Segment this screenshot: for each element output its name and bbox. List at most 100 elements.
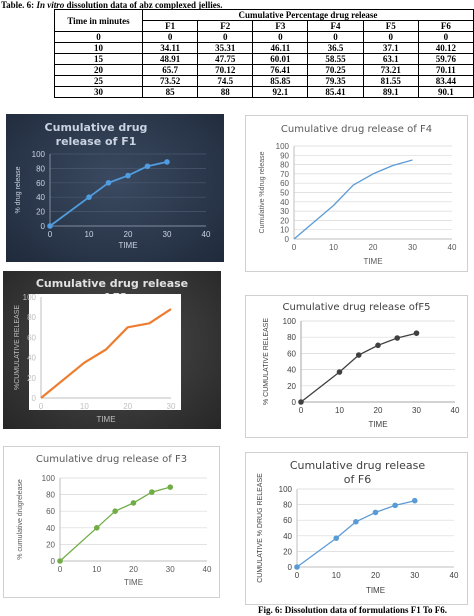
table-cell: 0 — [197, 31, 254, 43]
x-tick-label: 0 — [58, 565, 63, 574]
y-tick-label: 80 — [36, 164, 45, 173]
y-tick-label: 40 — [46, 524, 55, 533]
series-line — [293, 159, 413, 240]
table-header-row: Time in minutes Cumulative Percentage dr… — [54, 9, 474, 32]
y-tick-label: 0 — [41, 222, 46, 231]
x-tick-label: 30 — [408, 243, 417, 252]
y-tick-label: 50 — [280, 189, 289, 198]
x-tick-label: 20 — [123, 402, 132, 411]
table-cell: 73.21 — [362, 64, 419, 76]
y-tick-label: 100 — [276, 142, 290, 151]
x-tick-label: 30 — [410, 571, 419, 580]
x-tick-label: 20 — [369, 243, 378, 252]
y-tick-label: 40 — [27, 354, 36, 363]
chart-f5: Cumulative drug release ofF5 0 20 40 60 80 10… — [245, 295, 468, 438]
y-tick-label: 80 — [46, 491, 55, 500]
table-cell: 74.5 — [197, 75, 254, 87]
y-tick-label: 20 — [280, 216, 289, 225]
time-header: Time in minutes — [54, 9, 143, 32]
data-point — [372, 509, 379, 516]
y-tick-label: 80 — [280, 161, 289, 170]
y-tick-label: 100 — [42, 474, 56, 483]
column-header: F5 — [362, 20, 419, 32]
table-cell: 36.5 — [307, 42, 364, 54]
table-cell: 60.01 — [252, 53, 309, 65]
y-tick-label: 20 — [287, 382, 296, 391]
table-cell: 59.76 — [417, 53, 474, 65]
y-tick-label: 100 — [279, 485, 293, 494]
data-point — [112, 508, 118, 514]
table-cell: 30 — [54, 86, 143, 98]
x-axis-title: TIME — [368, 420, 387, 429]
series-line — [296, 500, 415, 568]
y-tick-label: 10 — [280, 226, 289, 235]
series-line — [59, 486, 171, 562]
x-tick-label: 40 — [448, 243, 457, 252]
table-cell: 15 — [54, 53, 143, 65]
chart-title: Cumulative drug release of F1 — [44, 121, 148, 148]
column-header: F3 — [252, 20, 309, 32]
x-tick-label: 30 — [412, 406, 421, 415]
chart-title: Cumulative drug release ofF5 — [282, 302, 431, 313]
y-tick-label: 0 — [288, 563, 293, 572]
table-cell: 0 — [307, 31, 364, 43]
x-tick-label: 20 — [129, 565, 138, 574]
y-tick-label: 20 — [283, 547, 292, 556]
chart-f4: Cumulative drug release of F4 0 10 20 30 40 5… — [245, 115, 468, 272]
x-tick-label: 30 — [166, 565, 175, 574]
table-cell: 0 — [417, 31, 474, 43]
data-point — [294, 564, 300, 570]
table-cell: 70.25 — [307, 64, 364, 76]
data-point — [86, 194, 92, 200]
data-point — [164, 159, 170, 165]
x-tick-label: 10 — [335, 406, 344, 415]
y-tick-label: 90 — [280, 151, 289, 160]
data-point — [149, 489, 155, 495]
series-line — [49, 161, 168, 227]
y-tick-label: 60 — [36, 179, 45, 188]
table-cell: 92.1 — [252, 86, 309, 98]
y-tick-label: 80 — [283, 501, 292, 510]
y-tick-label: 20 — [36, 208, 45, 217]
data-point — [298, 399, 304, 405]
y-tick-label: 80 — [27, 313, 36, 322]
table-cell: 46.11 — [252, 42, 309, 54]
data-point — [47, 223, 53, 229]
y-tick-label: 100 — [283, 317, 297, 326]
x-tick-label: 10 — [92, 565, 101, 574]
table-cell: 40.12 — [417, 42, 474, 54]
x-tick-label: 40 — [203, 565, 212, 574]
y-tick-label: 70 — [280, 170, 289, 179]
y-tick-label: 100 — [23, 293, 37, 302]
y-tick-label: 0 — [285, 235, 290, 244]
data-point — [144, 163, 151, 170]
x-tick-label: 20 — [371, 571, 380, 580]
y-tick-label: 40 — [280, 198, 289, 207]
data-point — [355, 352, 362, 358]
table-cell: 85.41 — [307, 86, 364, 98]
data-point — [392, 502, 398, 509]
table-cell: 20 — [54, 64, 143, 76]
y-tick-label: 30 — [280, 207, 289, 216]
x-tick-label: 10 — [80, 402, 89, 411]
y-tick-label: 60 — [287, 349, 296, 358]
table-row: 20 65.7 70.12 76.41 70.25 73.21 70.11 — [54, 64, 474, 76]
x-tick-label: 0 — [299, 406, 304, 415]
table-cell: 85.85 — [252, 75, 309, 87]
y-tick-label: 60 — [283, 516, 292, 525]
table-cell: 90.1 — [417, 86, 474, 98]
x-tick-label: 0 — [295, 571, 300, 580]
group-header: Cumulative Percentage drug release — [142, 9, 474, 21]
table-row: 15 48.91 47.75 60.01 58.55 63.1 59.76 — [54, 53, 474, 65]
table-cell: 70.11 — [417, 64, 474, 76]
data-point — [336, 369, 343, 375]
y-tick-label: 80 — [287, 333, 296, 342]
x-axis-title: TIME — [363, 257, 382, 266]
series-line — [300, 332, 417, 403]
dissolution-table: Time in minutes Cumulative Percentage dr… — [54, 9, 474, 98]
table-cell: 34.11 — [141, 42, 199, 54]
data-point — [394, 335, 401, 341]
column-header: F6 — [417, 20, 474, 32]
